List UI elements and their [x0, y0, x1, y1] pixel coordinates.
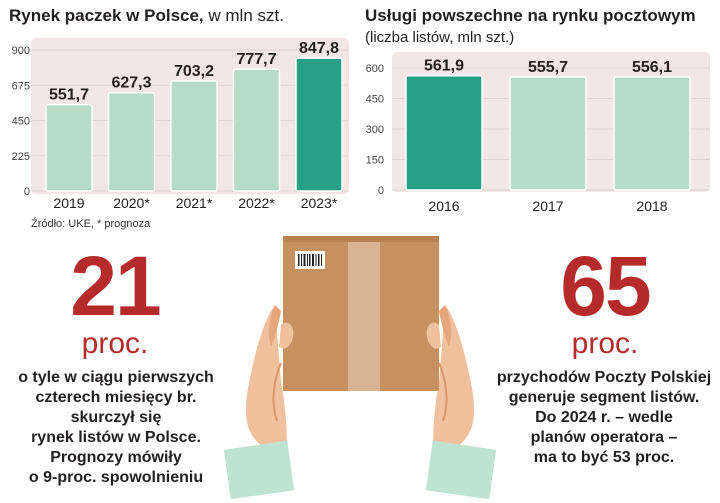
- value-label: 555,7: [528, 59, 568, 76]
- stat-left-caption-line: rynek listów w Polsce.: [31, 429, 201, 446]
- value-label: 847,8: [299, 40, 339, 57]
- category-label: 2017: [532, 198, 563, 214]
- left-chart-title: Rynek paczek w Polsce, w mln szt.: [9, 6, 284, 26]
- y-tick-label: 900: [12, 45, 30, 57]
- bar-2019: [45, 103, 93, 192]
- parcel-market-chart: 0 225 450 675 900 551,7 2019 627,3 2020* 703,2 202…: [12, 38, 349, 211]
- stat-right-caption-line: przychodów Poczty Polskiej: [496, 369, 712, 386]
- y-tick-label: 150: [366, 155, 384, 167]
- parcel-box-icon: [283, 236, 439, 391]
- stat-left-caption-line: Prognozy mówiły: [50, 449, 182, 466]
- stat-left-caption-line: o 9-proc. spowolnieniu: [28, 469, 204, 486]
- value-label: 556,1: [632, 59, 672, 76]
- value-label: 561,9: [424, 58, 464, 75]
- stat-right-number: 65: [560, 239, 651, 333]
- category-label: 2023*: [301, 195, 338, 211]
- stat-left-number: 21: [70, 239, 161, 333]
- left-chart-title-bold: Rynek paczek w Polsce,: [9, 6, 204, 25]
- y-tick-label: 675: [12, 80, 30, 92]
- bar-2022: [232, 68, 281, 192]
- stat-left-caption-line: o tyle w ciągu pierwszych: [18, 369, 214, 386]
- y-tick-label: 300: [366, 124, 384, 136]
- value-label: 627,3: [111, 75, 151, 92]
- y-tick-label: 450: [366, 94, 384, 106]
- stat-right-caption: przychodów Poczty Polskiej generuje segme…: [490, 368, 718, 468]
- category-label: 2021*: [176, 195, 213, 211]
- right-chart-subtitle: (liczba listów, mln szt.): [365, 29, 515, 46]
- stat-left-caption-line: czterech miesięcy br.: [35, 389, 197, 406]
- category-label: 2018: [636, 198, 667, 214]
- letters-chart: 0 150 300 450 600 561,9 2016 555,7 2017 556,1 2018: [366, 52, 710, 214]
- value-label: 551,7: [49, 87, 89, 104]
- stat-left-caption: o tyle w ciągu pierwszych czterech miesię…: [0, 368, 232, 488]
- y-tick-label: 225: [12, 151, 30, 163]
- left-chart-title-unit: w mln szt.: [203, 6, 284, 25]
- category-label: 2022*: [238, 195, 275, 211]
- category-label: 2016: [428, 198, 459, 214]
- category-label: 2019: [53, 195, 84, 211]
- y-tick-label: 0: [24, 186, 30, 198]
- bar-2020: [107, 91, 156, 192]
- stat-left-unit: proc.: [81, 327, 149, 360]
- stat-right-caption-line: ma to być 53 proc.: [533, 449, 675, 466]
- category-label: 2020*: [113, 195, 150, 211]
- stat-right-caption-line: Do 2024 r. – wedle: [535, 409, 673, 426]
- value-label: 777,7: [236, 51, 276, 68]
- left-hand-icon: [223, 305, 295, 500]
- y-tick-label: 0: [378, 185, 384, 197]
- bar-2023: [295, 57, 343, 192]
- value-label: 703,2: [174, 63, 214, 80]
- stat-left-caption-line: skurczył się: [70, 409, 162, 426]
- bar-2016: [405, 74, 483, 191]
- bar-2018: [613, 76, 691, 191]
- stat-right-unit: proc.: [571, 327, 639, 360]
- bar-2021: [170, 80, 218, 192]
- right-hand-icon: [425, 305, 497, 500]
- right-chart-title: Usługi powszechne na rynku pocztowym: [365, 6, 696, 26]
- chart-source: Źródło: UKE, * prognoza: [31, 218, 151, 230]
- parcel-illustration: [223, 236, 497, 500]
- y-tick-label: 450: [12, 116, 30, 128]
- stat-right-caption-line: generuje segment listów.: [508, 389, 700, 406]
- bar-2017: [509, 76, 587, 191]
- stat-right-caption-line: planów operatora –: [530, 429, 678, 446]
- y-tick-label: 600: [366, 63, 384, 75]
- right-chart-title-bold: Usługi powszechne na rynku pocztowym: [365, 6, 696, 25]
